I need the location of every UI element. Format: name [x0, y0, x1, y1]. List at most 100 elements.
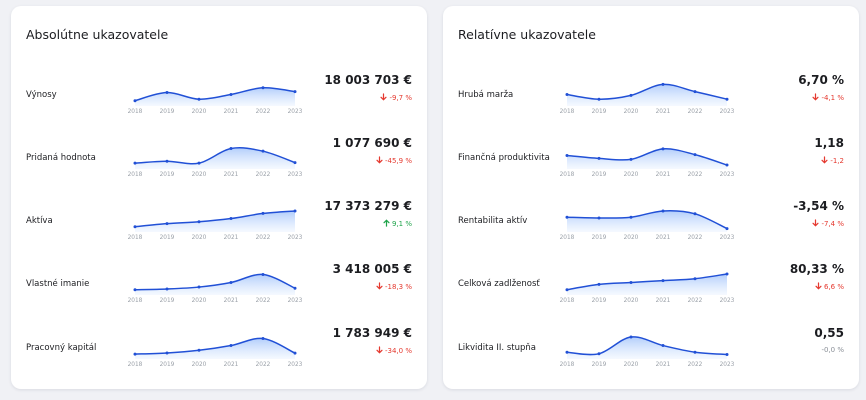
sparkline-chart: 2018 2019 2020 2021 2022 2023 — [560, 82, 735, 115]
sparkline-chart: 2018 2019 2020 2021 2022 2023 — [560, 147, 735, 178]
indicator-label: Pridaná hodnota — [26, 153, 96, 163]
indicator-row-pridana-hodnota[interactable]: Pridaná hodnota 2018 2019 2020 2021 2022 2023 1… — [11, 133, 427, 195]
year-tick-label: 2021 — [656, 172, 671, 178]
sparkline-point — [229, 281, 233, 284]
indicator-row-vlastne-imanie[interactable]: Vlastné imanie 2018 2019 2020 2021 2022 2023 3 … — [11, 259, 427, 321]
year-tick-label: 2019 — [592, 235, 607, 241]
sparkline-area — [567, 210, 727, 232]
indicator-row-financna-produktivita[interactable]: Finančná produktivita 2018 2019 2020 2021 202… — [443, 133, 859, 195]
sparkline-point — [293, 161, 297, 165]
indicator-label: Rentabilita aktív — [458, 216, 528, 226]
sparkline-chart: 2018 2019 2020 2021 2022 2023 — [128, 273, 303, 304]
sparkline-area — [135, 87, 295, 106]
sparkline-point — [197, 97, 201, 101]
sparkline-point — [661, 279, 665, 283]
year-tick-label: 2019 — [592, 298, 607, 304]
year-tick-label: 2022 — [256, 235, 271, 241]
sparkline-point — [565, 350, 569, 354]
arrow-down-icon — [380, 93, 388, 101]
indicator-change-text: -9,7 % — [389, 94, 412, 102]
indicator-row-hruba-marza[interactable]: Hrubá marža 2018 2019 2020 2021 2022 2023 6,70 … — [443, 70, 859, 132]
indicator-value: 80,33 % — [789, 262, 844, 276]
indicator-change: 6,6 % — [815, 282, 844, 291]
indicator-change-text: -4,1 % — [821, 94, 844, 102]
sparkline-line — [134, 337, 296, 355]
year-tick-label: 2022 — [688, 362, 703, 368]
year-tick-label: 2018 — [128, 298, 143, 304]
sparkline-area — [135, 147, 295, 169]
sparkline-point — [565, 92, 569, 96]
sparkline-point — [293, 209, 297, 213]
year-tick-label: 2020 — [624, 298, 639, 304]
sparkline-chart: 2018 2019 2020 2021 2022 2023 — [128, 86, 303, 115]
arrow-down-icon — [821, 156, 828, 164]
indicator-change: -9,7 % — [380, 93, 412, 102]
year-tick-label: 2023 — [288, 298, 303, 304]
indicator-change-text: 6,6 % — [823, 283, 844, 291]
year-tick-label: 2018 — [560, 298, 575, 304]
year-tick-label: 2018 — [128, 172, 143, 178]
sparkline-line — [566, 273, 728, 291]
year-tick-label: 2022 — [256, 172, 271, 178]
year-tick-label: 2018 — [128, 109, 143, 115]
year-tick-label: 2023 — [288, 362, 303, 368]
year-tick-label: 2021 — [656, 362, 671, 368]
arrow-up-icon — [383, 219, 390, 227]
sparkline-point — [725, 227, 729, 231]
sparkline-point — [597, 216, 601, 220]
indicator-change-text: -1,2 — [830, 157, 844, 165]
sparkline-point — [661, 209, 665, 213]
indicator-value: 3 418 005 € — [332, 262, 412, 276]
year-tick-label: 2019 — [592, 362, 607, 368]
indicator-change: -34,0 % — [376, 346, 412, 355]
indicator-row-rentabilita-aktiv[interactable]: Rentabilita aktív 2018 2019 2020 2021 2022 202… — [443, 196, 859, 258]
indicator-row-aktiva[interactable]: Aktíva 2018 2019 2020 2021 2022 2023 17 373 279… — [11, 196, 427, 258]
sparkline-area — [567, 273, 727, 295]
indicator-row-celkova-zadlzenost[interactable]: Celková zadlženosť 2018 2019 2020 2021 2022 20… — [443, 259, 859, 321]
year-tick-label: 2021 — [224, 109, 239, 115]
sparkline-point — [661, 344, 665, 348]
year-tick-label: 2023 — [720, 235, 735, 241]
arrow-down-icon — [812, 219, 820, 227]
sparkline-area — [567, 336, 727, 359]
sparkline-point — [661, 147, 665, 151]
year-tick-label: 2020 — [192, 235, 207, 241]
sparkline-point — [197, 161, 201, 165]
indicator-label: Výnosy — [26, 90, 57, 100]
year-tick-label: 2021 — [656, 235, 671, 241]
indicator-value: 17 373 279 € — [324, 199, 412, 213]
year-tick-label: 2022 — [688, 298, 703, 304]
card-title: Absolútne ukazovatele — [26, 27, 169, 42]
indicator-label: Aktíva — [26, 216, 53, 226]
year-tick-label: 2020 — [624, 362, 639, 368]
sparkline-line — [134, 147, 296, 165]
year-tick-label: 2022 — [688, 109, 703, 115]
indicator-label: Likvidita II. stupňa — [458, 343, 536, 353]
indicator-row-pracovny-kapital[interactable]: Pracovný kapitál 2018 2019 2020 2021 2022 2023… — [11, 323, 427, 385]
indicator-row-likvidita-ii-stupna[interactable]: Likvidita II. stupňa 2018 2019 2020 2021 2022… — [443, 323, 859, 385]
year-tick-label: 2018 — [128, 235, 143, 241]
year-tick-label: 2023 — [288, 235, 303, 241]
sparkline-point — [725, 352, 729, 356]
indicator-change-text: -0,0 % — [821, 346, 844, 354]
sparkline-point — [293, 90, 297, 94]
indicator-label: Finančná produktivita — [458, 153, 550, 163]
sparkline-point — [261, 337, 265, 341]
indicator-row-vynosy[interactable]: Výnosy 2018 2019 2020 2021 2022 2023 18 003 703… — [11, 70, 427, 132]
year-tick-label: 2023 — [288, 172, 303, 178]
indicator-change: -4,1 % — [812, 93, 844, 102]
indicator-value: -3,54 % — [793, 199, 844, 213]
year-tick-label: 2020 — [192, 298, 207, 304]
year-tick-label: 2020 — [624, 172, 639, 178]
sparkline-line — [134, 210, 296, 228]
year-tick-label: 2023 — [720, 362, 735, 368]
year-tick-label: 2021 — [224, 362, 239, 368]
year-tick-label: 2022 — [256, 362, 271, 368]
year-tick-label: 2023 — [720, 109, 735, 115]
sparkline-point — [133, 99, 137, 103]
sparkline-point — [133, 288, 137, 292]
sparkline-point — [565, 154, 569, 158]
arrow-down-icon — [815, 282, 822, 290]
sparkline-line — [566, 148, 728, 166]
sparkline-point — [133, 352, 137, 356]
